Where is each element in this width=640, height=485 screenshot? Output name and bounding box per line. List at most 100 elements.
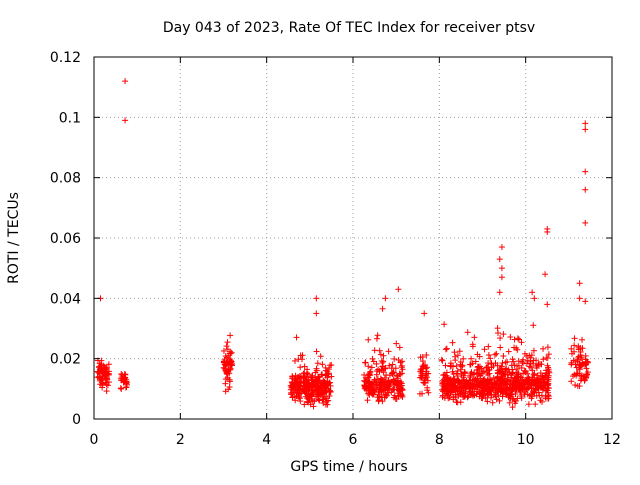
data-point	[535, 379, 542, 386]
data-point	[439, 392, 446, 399]
x-tick-label: 4	[262, 432, 271, 448]
data-point	[222, 380, 229, 387]
data-point	[395, 387, 402, 394]
data-point	[541, 379, 548, 386]
data-point	[510, 358, 517, 365]
data-point	[583, 372, 590, 379]
data-point	[362, 378, 369, 385]
data-point	[96, 364, 103, 371]
data-point	[386, 362, 393, 369]
data-point	[117, 385, 124, 392]
data-point	[123, 376, 130, 383]
data-point	[527, 360, 534, 367]
data-point	[303, 386, 310, 393]
data-point	[476, 353, 483, 360]
data-point	[442, 362, 449, 369]
data-point	[505, 371, 512, 378]
data-point	[521, 391, 528, 398]
data-point	[510, 377, 517, 384]
data-point	[229, 360, 236, 367]
data-point-outlier	[542, 271, 549, 278]
data-point-outlier	[576, 295, 583, 302]
data-point	[519, 376, 526, 383]
data-point	[571, 342, 578, 349]
data-point	[393, 340, 400, 347]
data-point	[442, 346, 449, 353]
data-point	[506, 369, 513, 376]
data-point	[581, 376, 588, 383]
data-point	[568, 359, 575, 366]
data-point	[450, 393, 457, 400]
data-point	[464, 329, 471, 336]
data-point	[380, 386, 387, 393]
data-point	[379, 398, 386, 405]
data-point	[364, 397, 371, 404]
data-point	[510, 385, 517, 392]
data-point	[375, 391, 382, 398]
data-point	[468, 355, 475, 362]
data-point	[490, 391, 497, 398]
data-point	[544, 376, 551, 383]
data-point	[513, 375, 520, 382]
data-point	[533, 365, 540, 372]
data-point	[481, 346, 488, 353]
data-point	[319, 361, 326, 368]
data-point	[568, 345, 575, 352]
data-point	[316, 373, 323, 380]
data-point	[366, 391, 373, 398]
data-point	[487, 394, 494, 401]
data-point	[224, 339, 231, 346]
data-point	[447, 360, 454, 367]
data-point	[379, 305, 386, 312]
data-point	[518, 339, 525, 346]
data-point	[396, 344, 403, 351]
data-point	[584, 358, 591, 365]
data-point	[310, 403, 317, 410]
data-point	[452, 357, 459, 364]
data-point	[579, 336, 586, 343]
y-tick-label: 0.12	[50, 50, 81, 66]
data-point	[324, 401, 331, 408]
data-point	[99, 368, 106, 375]
data-point	[498, 370, 505, 377]
data-point	[572, 382, 579, 389]
data-point	[304, 371, 311, 378]
data-point	[439, 357, 446, 364]
data-point	[313, 365, 320, 372]
data-point	[447, 387, 454, 394]
data-point	[509, 370, 516, 377]
data-point	[391, 382, 398, 389]
y-tick-label: 0.06	[50, 231, 81, 247]
data-point	[538, 384, 545, 391]
data-point	[325, 397, 332, 404]
data-point	[327, 388, 334, 395]
data-point	[502, 359, 509, 366]
data-point	[386, 385, 393, 392]
data-point-outlier	[582, 186, 589, 193]
data-point	[456, 386, 463, 393]
data-point-outlier	[382, 295, 389, 302]
data-point	[461, 369, 468, 376]
data-point	[545, 351, 552, 358]
data-point	[485, 343, 492, 350]
data-point	[520, 378, 527, 385]
data-point	[101, 364, 108, 371]
data-point	[516, 381, 523, 388]
data-point	[99, 382, 106, 389]
data-point	[385, 348, 392, 355]
data-point	[223, 370, 230, 377]
data-point	[528, 364, 535, 371]
data-point	[314, 360, 321, 367]
data-point	[322, 364, 329, 371]
data-point	[396, 370, 403, 377]
data-point	[380, 352, 387, 359]
data-point	[537, 370, 544, 377]
data-point	[224, 346, 231, 353]
data-point	[294, 374, 301, 381]
data-point	[371, 347, 378, 354]
data-point	[381, 381, 388, 388]
data-point	[222, 362, 229, 369]
data-point	[519, 386, 526, 393]
data-point-outlier	[544, 301, 551, 308]
data-point	[370, 358, 377, 365]
